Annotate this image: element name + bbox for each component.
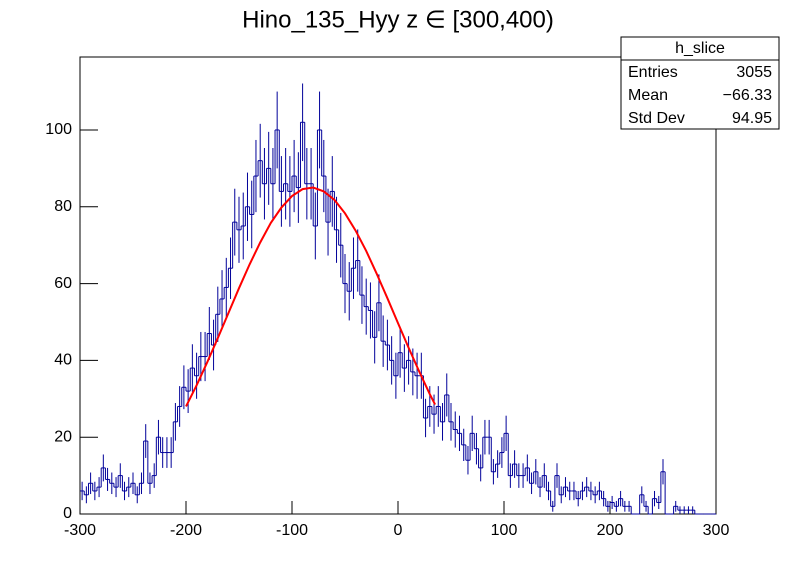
x-tick-label: 100 bbox=[491, 522, 518, 539]
stats-label: Entries bbox=[628, 64, 678, 81]
stats-title: h_slice bbox=[675, 40, 725, 57]
y-tick-label: 20 bbox=[54, 428, 72, 445]
y-tick-label: 100 bbox=[45, 121, 72, 138]
x-tick-label: 300 bbox=[703, 522, 730, 539]
stats-value: 94.95 bbox=[732, 110, 772, 127]
fit-curve bbox=[185, 186, 436, 407]
y-tick-label: 0 bbox=[63, 505, 72, 522]
y-tick-label: 40 bbox=[54, 352, 72, 369]
x-tick-label: 200 bbox=[597, 522, 624, 539]
stats-label: Std Dev bbox=[628, 110, 685, 127]
x-tick-label: -200 bbox=[170, 522, 202, 539]
x-tick-label: -100 bbox=[276, 522, 308, 539]
stats-value: 3055 bbox=[736, 64, 772, 81]
stats-box: h_slice Entries 3055 Mean −66.33 Std Dev… bbox=[620, 36, 780, 130]
y-tick-label: 60 bbox=[54, 275, 72, 292]
stats-frame bbox=[620, 36, 780, 130]
y-tick-label: 80 bbox=[54, 198, 72, 215]
x-tick-label: 0 bbox=[394, 522, 403, 539]
stats-label: Mean bbox=[628, 87, 668, 104]
x-tick-label: -300 bbox=[64, 522, 96, 539]
stats-value: −66.33 bbox=[723, 87, 772, 104]
chart-title: Hino_135_Hyy z ∈ [300,400) bbox=[242, 6, 554, 33]
